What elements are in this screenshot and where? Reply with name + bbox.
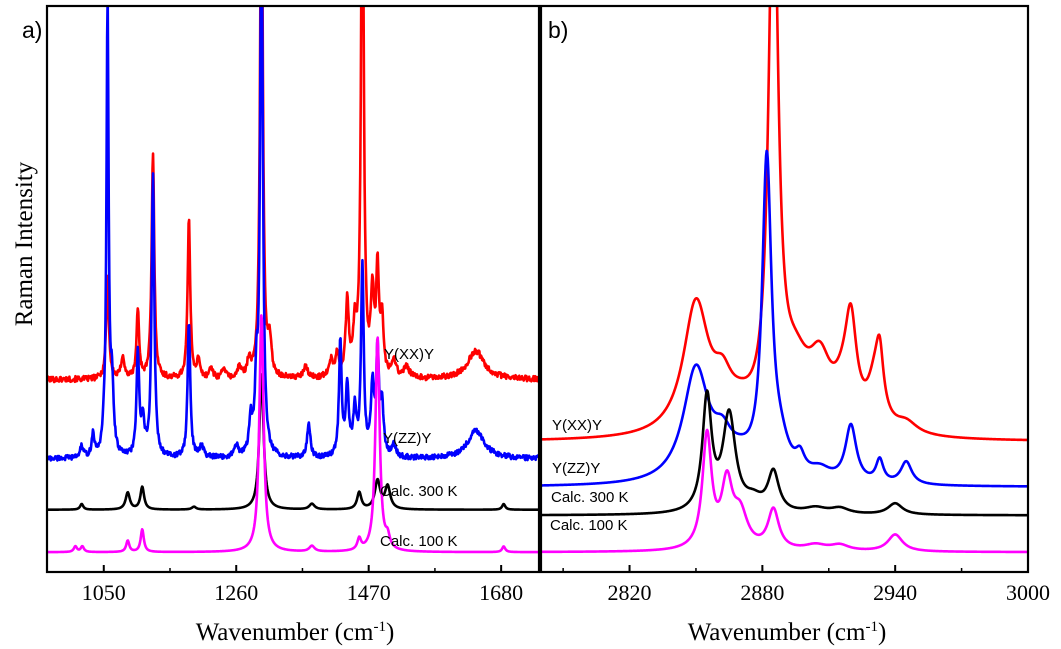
x-tick-label: 3000 [1006, 580, 1050, 605]
x-tick-label: 2820 [608, 580, 652, 605]
panel-b: 2820 2880 2940 3000 Y(XX)Y Y(ZZ)Y Calc. 300 K C… [539, 4, 1050, 646]
series-label-y-zz-y: Y(ZZ)Y [552, 460, 600, 477]
panel-b-series [541, 6, 1028, 554]
panel-b-plot: 2820 2880 2940 3000 Y(XX)Y Y(ZZ)Y Calc. 300 K C… [539, 4, 1050, 605]
x-tick-label: 1470 [347, 580, 391, 605]
series-label-y-xx-y: Y(XX)Y [384, 346, 434, 363]
series-label-y-zz-y: Y(ZZ)Y [383, 430, 431, 447]
series-line-calc-300-k [541, 389, 1028, 517]
panel-a: 1050 1260 1470 1680 Y(XX)Y Y(ZZ)Y Calc. 300 K C… [22, 4, 541, 646]
series-line-y-zz-y [541, 149, 1028, 488]
panel-b-frame [539, 4, 1030, 574]
x-tick-label: 1260 [214, 580, 258, 605]
panel-a-frame [45, 4, 541, 574]
series-label-calc-300-k: Calc. 300 K [380, 483, 458, 500]
x-tick-label: 1680 [479, 580, 523, 605]
panel-b-x-axis-title: Wavenumber (cm-1) [688, 619, 887, 646]
panel-a-x-axis-title: Wavenumber (cm-1) [196, 619, 395, 646]
series-label-calc-100-k: Calc. 100 K [380, 533, 458, 550]
y-axis-title: Raman Intensity [11, 161, 38, 326]
series-label-y-xx-y: Y(XX)Y [552, 417, 602, 434]
panel-a-letter: a) [22, 17, 42, 43]
series-line-y-zz-y [47, 6, 539, 462]
series-label-calc-300-k: Calc. 300 K [551, 489, 629, 506]
series-line-calc-300-k [47, 373, 539, 511]
panel-a-plot: 1050 1260 1470 1680 Y(XX)Y Y(ZZ)Y Calc. 300 K C… [45, 4, 541, 605]
series-label-calc-100-k: Calc. 100 K [550, 517, 628, 534]
x-tick-label: 2880 [740, 580, 784, 605]
series-line-calc-100-k [541, 428, 1028, 554]
x-tick-label: 1050 [82, 580, 126, 605]
series-line-y-xx-y [541, 6, 1028, 442]
panel-b-letter: b) [548, 17, 568, 43]
series-line-y-xx-y [47, 6, 539, 384]
series-line-calc-100-k [47, 314, 539, 554]
x-tick-label: 2940 [873, 580, 917, 605]
panel-a-series [47, 6, 539, 554]
